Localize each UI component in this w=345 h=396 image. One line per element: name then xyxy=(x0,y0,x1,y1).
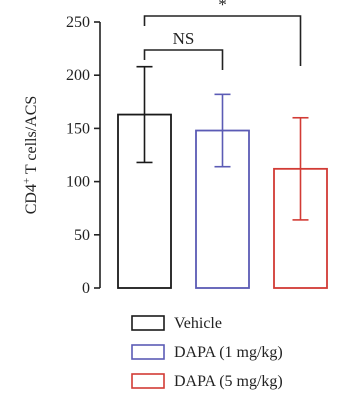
error-bars xyxy=(136,65,309,221)
y-axis-title-sup: + xyxy=(21,178,33,184)
y-tick-label-250: 250 xyxy=(66,14,90,31)
y-tick-label-50: 50 xyxy=(74,227,90,244)
y-tick-label-100: 100 xyxy=(66,174,90,191)
legend: Vehicle DAPA (1 mg/kg) DAPA (5 mg/kg) xyxy=(131,315,283,390)
significance-brackets: NS * xyxy=(143,0,302,70)
legend-label-3: DAPA (5 mg/kg) xyxy=(174,373,283,390)
significance-label-2: * xyxy=(218,0,227,14)
significance-bracket-2 xyxy=(143,15,302,66)
legend-swatch-3 xyxy=(131,373,165,389)
legend-label-2: DAPA (1 mg/kg) xyxy=(174,344,283,361)
y-axis-title: CD4+ T cells/ACS xyxy=(21,96,40,215)
y-tick-label-0: 0 xyxy=(82,280,90,297)
y-axis-title-main: CD4 xyxy=(23,184,40,214)
y-tick-label-200: 200 xyxy=(66,67,90,84)
legend-label-1: Vehicle xyxy=(174,315,222,332)
significance-bracket-1 xyxy=(143,49,224,70)
legend-swatch-2 xyxy=(131,344,165,360)
significance-label-1: NS xyxy=(173,29,195,48)
y-ticks: 0 50 100 150 200 250 xyxy=(66,14,100,297)
legend-swatch-1 xyxy=(131,315,165,331)
y-tick-label-150: 150 xyxy=(66,120,90,137)
y-axis-title-rest: T cells/ACS xyxy=(23,96,40,178)
